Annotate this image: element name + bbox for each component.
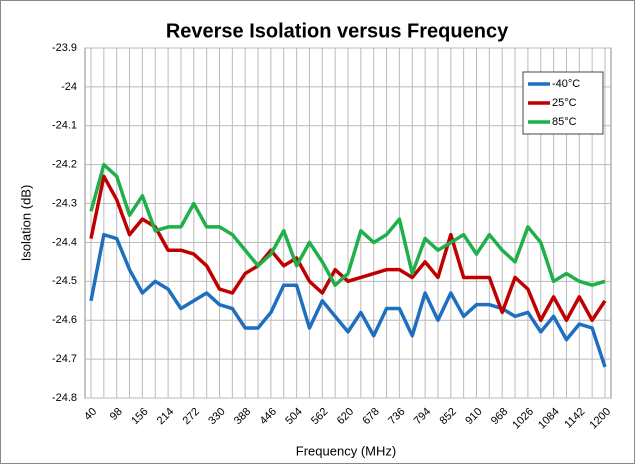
x-axis-label: Frequency (MHz) [296, 443, 396, 458]
line [89, 162, 606, 287]
legend-label: 25°C [552, 97, 577, 109]
y-axis-label: Isolation (dB) [18, 185, 33, 262]
line [89, 232, 607, 368]
y-tick-label: -24.8 [52, 392, 77, 404]
y-tick-label: -23.9 [52, 42, 77, 54]
y-tick-label: -24 [61, 81, 77, 93]
legend-label: 85°C [552, 116, 577, 128]
y-tick-label: -24.4 [52, 236, 77, 248]
y-tick-label: -24.1 [52, 120, 77, 132]
y-tick-label: -24.7 [52, 353, 77, 365]
y-tick-label: -24.5 [52, 275, 77, 287]
y-tick-label: -24.3 [52, 197, 77, 209]
legend-label: -40°C [552, 78, 580, 90]
y-tick-label: -24.6 [52, 314, 77, 326]
line [89, 174, 607, 322]
y-tick-label: -24.2 [52, 159, 77, 171]
chart-title: Reverse Isolation versus Frequency [166, 20, 509, 42]
